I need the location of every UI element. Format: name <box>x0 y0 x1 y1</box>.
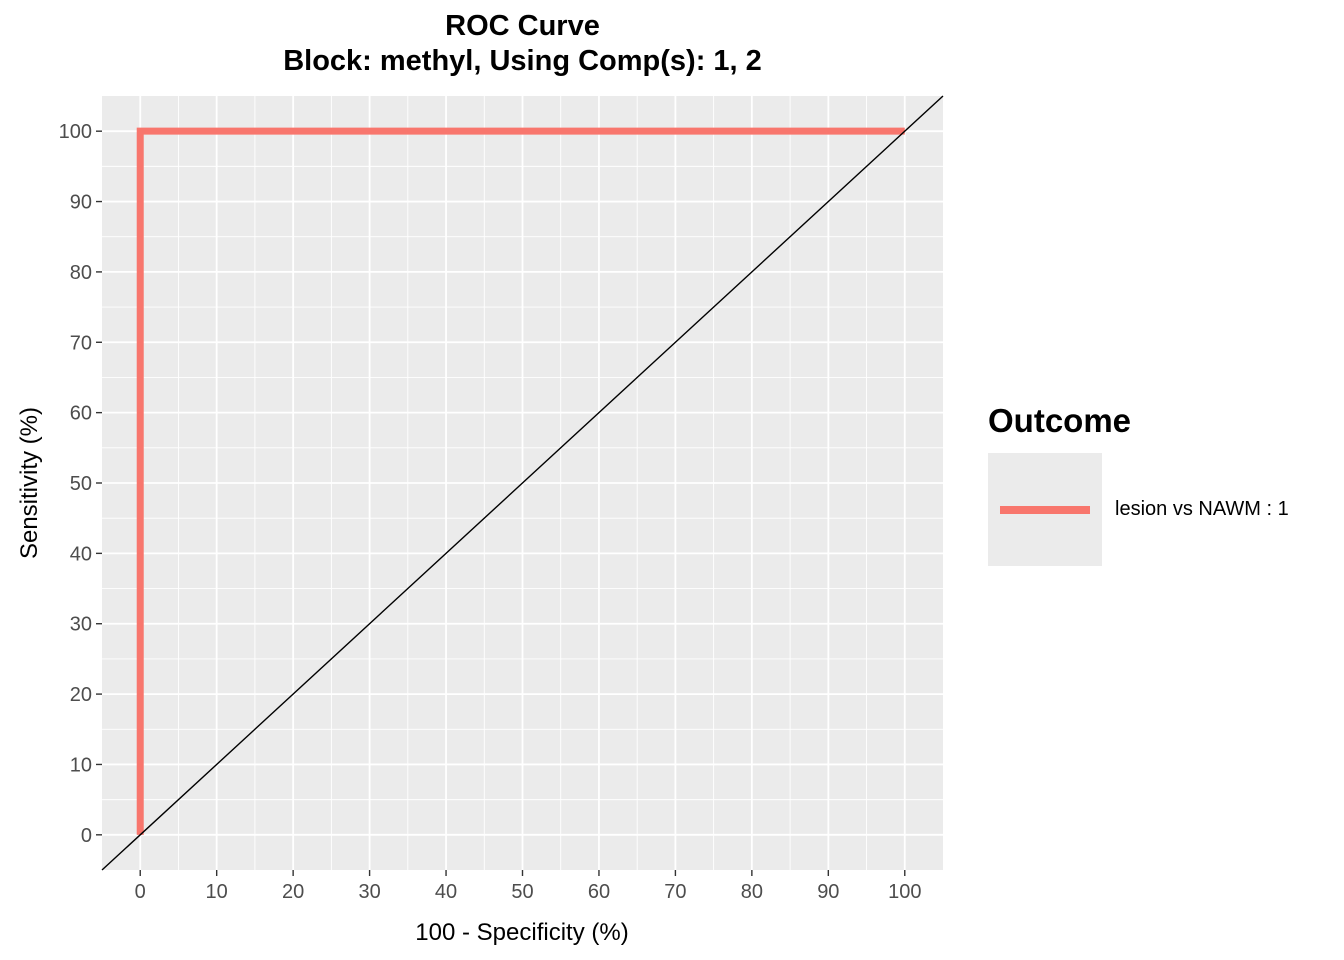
legend-label: lesion vs NAWM : 1 <box>1115 498 1289 520</box>
x-tick-label: 30 <box>358 881 380 903</box>
y-axis-label: Sensitivity (%) <box>16 407 43 559</box>
y-tick-label: 50 <box>70 473 92 495</box>
y-tick-label: 60 <box>70 403 92 425</box>
x-tick-label: 50 <box>511 881 533 903</box>
legend-title: Outcome <box>988 402 1132 439</box>
y-tick-label: 100 <box>59 121 92 143</box>
x-axis-ticks: 0 10 20 30 40 50 60 70 80 90 100 <box>135 870 921 903</box>
y-tick-label: 90 <box>70 192 92 214</box>
x-tick-label: 40 <box>435 881 457 903</box>
y-axis-ticks: 0 10 20 30 40 50 60 70 80 90 100 <box>59 121 102 847</box>
x-tick-label: 90 <box>817 881 839 903</box>
y-tick-label: 30 <box>70 614 92 636</box>
x-tick-label: 10 <box>206 881 228 903</box>
y-tick-label: 20 <box>70 684 92 706</box>
legend-key <box>988 453 1102 566</box>
y-tick-label: 80 <box>70 262 92 284</box>
legend-swatch <box>1000 506 1090 514</box>
x-tick-label: 80 <box>741 881 763 903</box>
x-tick-label: 70 <box>664 881 686 903</box>
x-tick-label: 20 <box>282 881 304 903</box>
y-tick-label: 40 <box>70 543 92 565</box>
x-tick-label: 0 <box>135 881 146 903</box>
roc-series-line <box>136 127 905 835</box>
series-layer <box>136 127 905 835</box>
y-tick-label: 70 <box>70 332 92 354</box>
chart-title: ROC Curve <box>445 10 600 42</box>
x-tick-label: 100 <box>888 881 921 903</box>
y-tick-label: 10 <box>70 754 92 776</box>
chart-subtitle: Block: methyl, Using Comp(s): 1, 2 <box>283 45 762 77</box>
x-tick-label: 60 <box>588 881 610 903</box>
y-tick-label: 0 <box>81 825 92 847</box>
reference-diagonal <box>101 95 944 871</box>
x-axis-label: 100 - Specificity (%) <box>415 919 628 946</box>
